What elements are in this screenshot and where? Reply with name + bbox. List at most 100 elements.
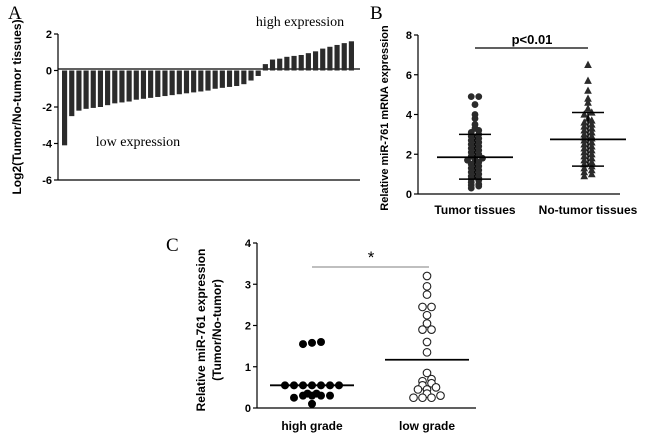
panel-c-label: C — [166, 235, 179, 256]
panel-b-no-tumor-point — [580, 118, 589, 126]
panel-b-tumor-point — [467, 184, 475, 192]
panel-c-significance-label: * — [368, 248, 375, 267]
panel-c-y-axis-label-line2: (Tumor/No-tumor) — [210, 279, 224, 381]
panel-a-bar — [327, 46, 333, 71]
panel-b-no-tumor-point — [580, 148, 589, 156]
panel-b-no-tumor-point — [587, 165, 596, 174]
panel-b-no-tumor-point — [587, 169, 596, 178]
panel-c-low-grade-point — [422, 281, 432, 291]
panel-c-low-grade-point — [413, 385, 423, 394]
panel-b-tumor-point — [471, 101, 479, 108]
panel-b-y-axis-label: Relative miR-761 mRNA expression — [379, 25, 391, 211]
panel-a-y-tick-label-0: 2 — [46, 29, 52, 41]
panel-b-no-tumor-point — [584, 86, 592, 94]
panel-c-y-axis-label-line1: Relative miR-761 expression — [194, 249, 208, 412]
panel-a-y-tick-label-3: -4 — [42, 139, 53, 151]
panel-b-no-tumor-point — [587, 142, 596, 150]
panel-c-high-grade-point — [308, 338, 316, 347]
panel-b-no-tumor-point — [584, 76, 592, 84]
panel-a-y-axis-label: Log2(Tumor/No-tumor tissues) — [10, 19, 24, 194]
panel-a-bar — [162, 70, 168, 97]
panel-a-bar — [97, 70, 104, 107]
panel-a-bar — [269, 59, 276, 71]
panel-c-low-grade-point — [427, 325, 436, 334]
panel-b-x-label-tumor: Tumor tissues — [434, 203, 515, 217]
panel-c-low-grade-point — [422, 347, 432, 357]
panel-b-no-tumor-point — [580, 152, 589, 160]
panel-a-bar — [312, 51, 319, 71]
panel-a-bar — [191, 70, 197, 93]
panel-c-low-grade-point — [431, 383, 441, 392]
panel-a-bar — [69, 70, 75, 117]
panel-a-bar — [176, 70, 182, 95]
panel-b-no-tumor-point — [584, 104, 592, 112]
panel-b-tumor-point — [475, 182, 483, 190]
panel-a-bar — [298, 54, 304, 71]
panel-a-bar — [148, 70, 154, 98]
panel-a-y-tick-label-4: -6 — [42, 175, 52, 187]
panel-a-bar — [133, 70, 139, 100]
panel-a-bar — [183, 70, 190, 94]
panel-b-tumor-point — [467, 93, 475, 101]
panel-c-low-grade-point — [422, 290, 432, 299]
panel-c-x-label-low-grade: low grade — [399, 419, 455, 433]
panel-b-no-tumor-point — [587, 128, 596, 136]
panel-b-tumor-point — [475, 93, 483, 101]
panel-b-no-tumor-point — [584, 98, 592, 106]
panel-c-high-grade-point — [308, 391, 316, 400]
panel-c-low-grade-point — [422, 271, 432, 281]
panel-c-high-grade-point — [299, 391, 307, 400]
panel-a-bar — [334, 44, 340, 71]
panel-a-y-tick-label-1: 0 — [46, 66, 52, 78]
panel-c-y-tick-label-3: 1 — [245, 362, 251, 374]
panel-c-low-grade-point — [427, 302, 436, 312]
panel-c-low-grade-point — [422, 337, 432, 347]
panel-b-label: B — [370, 3, 383, 24]
panel-b-no-tumor-point — [587, 150, 596, 158]
panel-a-bar — [205, 70, 211, 91]
panel-b-no-tumor-point — [580, 163, 589, 172]
panel-a-label: A — [8, 3, 22, 24]
panel-c-high-grade-point — [317, 338, 325, 346]
panel-a-bar — [248, 70, 254, 81]
panel-c-low-grade-point — [436, 391, 445, 400]
panel-b-no-tumor-point — [587, 120, 596, 128]
panel-a-high-expression-label: high expression — [256, 15, 344, 30]
panel-c-y-tick-label-0: 4 — [245, 238, 252, 250]
panel-b-y-tick-label-3: 2 — [406, 149, 412, 161]
panel-a-bar — [140, 70, 147, 99]
panel-c-y-tick-label-4: 0 — [245, 403, 251, 415]
panel-a-bar — [255, 70, 261, 76]
panel-b-no-tumor-point — [587, 124, 596, 132]
panel-c-high-grade-point — [290, 393, 298, 402]
panel-c-low-grade-point — [418, 302, 427, 312]
panel-b-no-tumor-point — [580, 167, 589, 176]
panel-b-x-label-no-tumor: No-tumor tissues — [539, 203, 638, 217]
panel-a-low-expression-label: low expression — [96, 135, 180, 150]
panel-b-no-tumor-point — [587, 116, 596, 124]
panel-b: B 8 6 4 2 0 p<0.01 Tumor tissues No-tumor ti… — [370, 3, 638, 217]
panel-a-bar — [119, 70, 125, 103]
panel-b-no-tumor-point — [580, 144, 589, 152]
panel-b-no-tumor-point — [584, 60, 592, 68]
panel-c-high-grade-point — [317, 391, 325, 400]
panel-b-no-tumor-point — [580, 171, 589, 180]
panel-b-no-tumor-point — [587, 158, 596, 166]
panel-a-bar — [219, 70, 225, 88]
panel-b-no-tumor-point — [587, 154, 596, 162]
panel-c-low-grade-point — [422, 368, 432, 378]
panel-c-y-tick-label-2: 2 — [245, 321, 251, 333]
panel-c-low-grade-point — [418, 325, 427, 334]
panel-a-bar — [226, 70, 233, 87]
panel-a-bar — [305, 53, 311, 71]
panel-a-bar — [112, 70, 118, 104]
panel-a-bar — [348, 41, 354, 71]
panel-c-low-grade-point — [409, 393, 418, 403]
panel-c-low-grade-point — [427, 393, 436, 403]
panel-b-no-tumor-point — [580, 110, 589, 118]
panel-a-bar — [62, 70, 68, 146]
panel-c-low-grade-point — [418, 393, 427, 403]
panel-b-no-tumor-point — [587, 138, 596, 146]
panel-a-bar — [291, 55, 297, 71]
